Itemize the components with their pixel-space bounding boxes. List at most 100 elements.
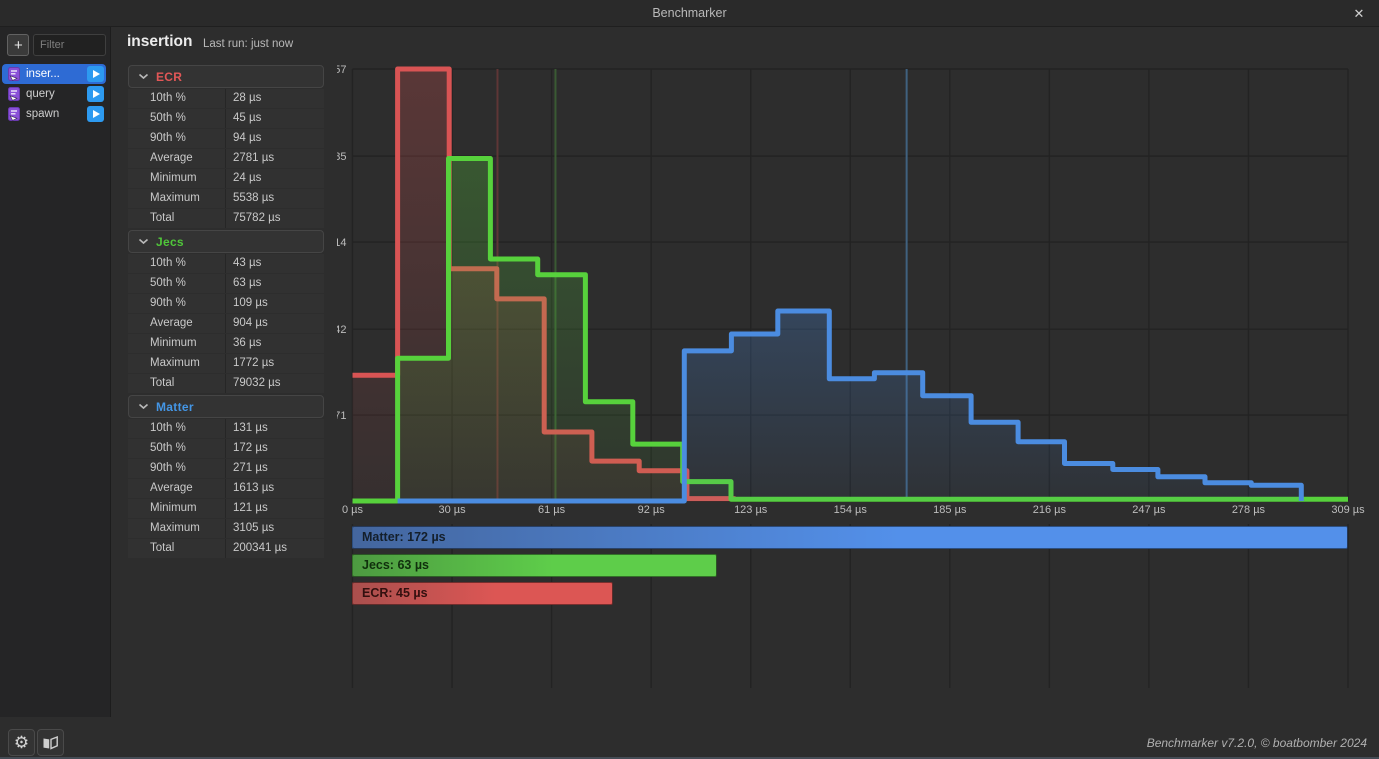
window-title: Benchmarker (652, 6, 727, 20)
stat-label: Maximum (128, 354, 226, 373)
section-title: Matter (156, 399, 194, 414)
gear-icon: ⚙ (13, 733, 30, 752)
stat-label: 10th % (128, 254, 226, 273)
section-title: Jecs (156, 234, 184, 249)
stat-label: Total (128, 209, 226, 228)
svg-text:61 µs: 61 µs (538, 504, 566, 516)
stat-label: 90th % (128, 294, 226, 313)
filter-input[interactable] (33, 34, 106, 56)
stat-row: Average 904 µs (128, 314, 324, 333)
sidebar-item-query[interactable]: query (2, 84, 106, 104)
settings-button[interactable]: ⚙ (8, 729, 35, 756)
stat-label: 10th % (128, 419, 226, 438)
stat-value: 3105 µs (226, 519, 324, 538)
run-benchmark-button[interactable] (87, 66, 104, 82)
stat-row: Average 1613 µs (128, 479, 324, 498)
stat-label: Total (128, 374, 226, 393)
section-header-matter[interactable]: Matter (128, 395, 324, 418)
script-icon (8, 87, 20, 101)
stat-row: 90th % 94 µs (128, 129, 324, 148)
stat-row: Average 2781 µs (128, 149, 324, 168)
stats-section-matter: Matter 10th % 131 µs 50th % 172 µs 90th % 2… (128, 395, 324, 558)
chevron-down-icon (138, 73, 149, 80)
play-icon (93, 110, 100, 118)
sidebar-item-label: query (26, 88, 55, 100)
stat-value: 1772 µs (226, 354, 324, 373)
stat-label: Minimum (128, 169, 226, 188)
svg-text:357: 357 (337, 64, 347, 76)
stat-label: 90th % (128, 459, 226, 478)
svg-text:285: 285 (337, 151, 347, 163)
sidebar-item-insertion[interactable]: inser... (2, 64, 106, 84)
stat-label: Maximum (128, 519, 226, 538)
svg-text:123 µs: 123 µs (734, 504, 768, 516)
stat-label: 50th % (128, 109, 226, 128)
section-header-jecs[interactable]: Jecs (128, 230, 324, 253)
svg-text:309 µs: 309 µs (1331, 504, 1365, 516)
stat-row: Minimum 24 µs (128, 169, 324, 188)
version-credit: Benchmarker v7.2.0, © boatbomber 2024 (1146, 736, 1367, 750)
stat-row: 10th % 131 µs (128, 419, 324, 438)
stat-value: 1613 µs (226, 479, 324, 498)
section-header-ecr[interactable]: ECR (128, 65, 324, 88)
stat-value: 172 µs (226, 439, 324, 458)
stat-label: Minimum (128, 499, 226, 518)
stat-value: 5538 µs (226, 189, 324, 208)
title-bar: Benchmarker ✕ (0, 0, 1379, 27)
add-benchmark-button[interactable]: + (7, 34, 29, 56)
open-book-icon (43, 735, 58, 750)
stat-label: Average (128, 314, 226, 333)
sidebar-item-label: spawn (26, 108, 60, 120)
stats-section-jecs: Jecs 10th % 43 µs 50th % 63 µs 90th % 109 µ… (128, 230, 324, 393)
stat-value: 904 µs (226, 314, 324, 333)
chevron-down-icon (138, 238, 149, 245)
benchmark-sidebar: + inser... query spawn (0, 27, 111, 717)
stat-row: Total 75782 µs (128, 209, 324, 228)
close-icon[interactable]: ✕ (1353, 6, 1365, 21)
page-title: insertion (127, 33, 193, 50)
stat-row: 90th % 109 µs (128, 294, 324, 313)
script-icon (8, 107, 20, 121)
svg-text:154 µs: 154 µs (834, 504, 868, 516)
median-bar-matter: Matter: 172 µs (352, 526, 1348, 549)
stat-value: 24 µs (226, 169, 324, 188)
play-icon (93, 70, 100, 78)
stat-row: Maximum 3105 µs (128, 519, 324, 538)
stat-label: 50th % (128, 439, 226, 458)
stat-value: 45 µs (226, 109, 324, 128)
svg-text:71: 71 (337, 410, 347, 422)
play-icon (93, 90, 100, 98)
svg-text:142: 142 (337, 324, 347, 336)
last-run-status: Last run: just now (203, 38, 294, 50)
svg-text:185 µs: 185 µs (933, 504, 967, 516)
run-benchmark-button[interactable] (87, 106, 104, 122)
docs-button[interactable] (37, 729, 64, 756)
stat-row: 50th % 172 µs (128, 439, 324, 458)
script-icon (8, 67, 20, 81)
stat-value: 75782 µs (226, 209, 324, 228)
run-benchmark-button[interactable] (87, 86, 104, 102)
stat-label: Total (128, 539, 226, 558)
stat-row: 10th % 43 µs (128, 254, 324, 273)
stat-row: Total 79032 µs (128, 374, 324, 393)
stat-value: 94 µs (226, 129, 324, 148)
stat-value: 271 µs (226, 459, 324, 478)
section-title: ECR (156, 69, 183, 84)
stat-row: Maximum 1772 µs (128, 354, 324, 373)
median-bar-ecr: ECR: 45 µs (352, 582, 613, 605)
sidebar-item-spawn[interactable]: spawn (2, 104, 106, 124)
stat-value: 200341 µs (226, 539, 324, 558)
svg-text:216 µs: 216 µs (1033, 504, 1067, 516)
stat-row: Maximum 5538 µs (128, 189, 324, 208)
stat-label: Maximum (128, 189, 226, 208)
stat-label: 10th % (128, 89, 226, 108)
stat-row: Total 200341 µs (128, 539, 324, 558)
svg-text:247 µs: 247 µs (1132, 504, 1166, 516)
stat-row: Minimum 36 µs (128, 334, 324, 353)
sidebar-item-label: inser... (26, 68, 60, 80)
stat-row: 10th % 28 µs (128, 89, 324, 108)
stat-row: 50th % 63 µs (128, 274, 324, 293)
median-bar-jecs: Jecs: 63 µs (352, 554, 717, 577)
stats-section-ecr: ECR 10th % 28 µs 50th % 45 µs 90th % 94 µs … (128, 65, 324, 228)
